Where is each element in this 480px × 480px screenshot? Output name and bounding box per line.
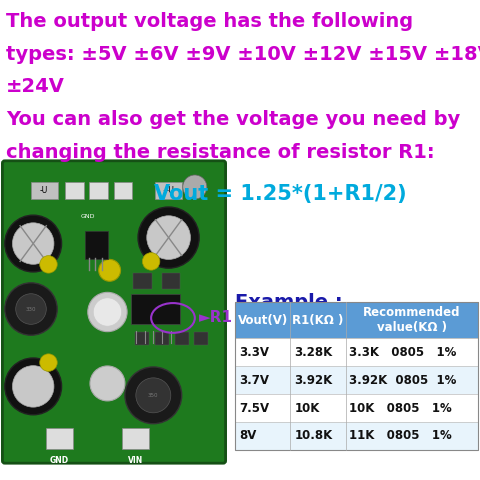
Circle shape [5, 358, 61, 415]
Text: GND: GND [50, 456, 69, 465]
Text: 3.7V: 3.7V [239, 373, 269, 387]
Text: -U: -U [40, 186, 48, 195]
Circle shape [40, 354, 57, 372]
FancyBboxPatch shape [135, 332, 149, 345]
FancyBboxPatch shape [162, 273, 180, 288]
FancyBboxPatch shape [235, 394, 478, 422]
FancyBboxPatch shape [2, 161, 226, 463]
Text: 3.92K  0805  1%: 3.92K 0805 1% [349, 373, 457, 387]
FancyBboxPatch shape [235, 302, 478, 338]
FancyBboxPatch shape [85, 231, 108, 259]
FancyBboxPatch shape [46, 428, 73, 449]
Text: VIN: VIN [128, 456, 144, 465]
FancyBboxPatch shape [65, 182, 84, 199]
Text: 10K: 10K [294, 401, 320, 415]
Text: 11K   0805   1%: 11K 0805 1% [349, 429, 452, 443]
Text: ±24V: ±24V [6, 77, 65, 96]
Circle shape [88, 292, 127, 332]
FancyBboxPatch shape [31, 182, 58, 199]
Text: Recommended
value(KΩ ): Recommended value(KΩ ) [363, 306, 460, 335]
Circle shape [5, 215, 61, 272]
Text: 3.28K: 3.28K [294, 346, 333, 359]
FancyBboxPatch shape [122, 428, 149, 449]
Text: types: ±5V ±6V ±9V ±10V ±12V ±15V ±18V: types: ±5V ±6V ±9V ±10V ±12V ±15V ±18V [6, 45, 480, 64]
Text: 330: 330 [26, 307, 36, 312]
Circle shape [138, 207, 199, 268]
Text: 8V: 8V [239, 429, 256, 443]
FancyBboxPatch shape [155, 332, 169, 345]
Circle shape [40, 256, 57, 273]
Text: 10K   0805   1%: 10K 0805 1% [349, 401, 452, 415]
Text: 350: 350 [148, 393, 158, 398]
FancyBboxPatch shape [235, 422, 478, 450]
FancyBboxPatch shape [235, 338, 478, 366]
Text: R1(KΩ ): R1(KΩ ) [292, 314, 344, 327]
Circle shape [16, 294, 46, 324]
Text: 10.8K: 10.8K [294, 429, 333, 443]
Text: GND: GND [81, 214, 95, 219]
Text: 3.3V: 3.3V [239, 346, 269, 359]
Text: +U: +U [163, 186, 175, 195]
Circle shape [12, 223, 54, 264]
Text: You can also get the voltage you need by: You can also get the voltage you need by [6, 110, 460, 129]
Circle shape [99, 259, 120, 281]
Text: The output voltage has the following: The output voltage has the following [6, 12, 413, 31]
Text: ►R1: ►R1 [199, 311, 233, 325]
Text: Vout = 1.25*(1+R1/2): Vout = 1.25*(1+R1/2) [155, 184, 407, 204]
Circle shape [147, 216, 191, 259]
Text: 3.3K   0805   1%: 3.3K 0805 1% [349, 346, 457, 359]
Circle shape [90, 366, 125, 401]
Circle shape [93, 298, 121, 326]
FancyBboxPatch shape [235, 366, 478, 394]
FancyBboxPatch shape [155, 182, 182, 199]
Text: Example :: Example : [235, 293, 343, 312]
FancyBboxPatch shape [133, 273, 152, 288]
Circle shape [183, 175, 207, 199]
Text: Vout(V): Vout(V) [238, 314, 288, 327]
Circle shape [125, 367, 182, 424]
Text: 7.5V: 7.5V [239, 401, 269, 415]
Circle shape [12, 366, 54, 407]
Circle shape [5, 283, 57, 335]
Text: 3.92K: 3.92K [294, 373, 333, 387]
FancyBboxPatch shape [89, 182, 108, 199]
FancyBboxPatch shape [175, 332, 189, 345]
Text: changing the resistance of resistor R1:: changing the resistance of resistor R1: [6, 143, 434, 162]
Circle shape [136, 378, 171, 413]
FancyBboxPatch shape [194, 332, 208, 345]
FancyBboxPatch shape [114, 182, 132, 199]
FancyBboxPatch shape [131, 294, 180, 324]
Circle shape [143, 252, 160, 270]
